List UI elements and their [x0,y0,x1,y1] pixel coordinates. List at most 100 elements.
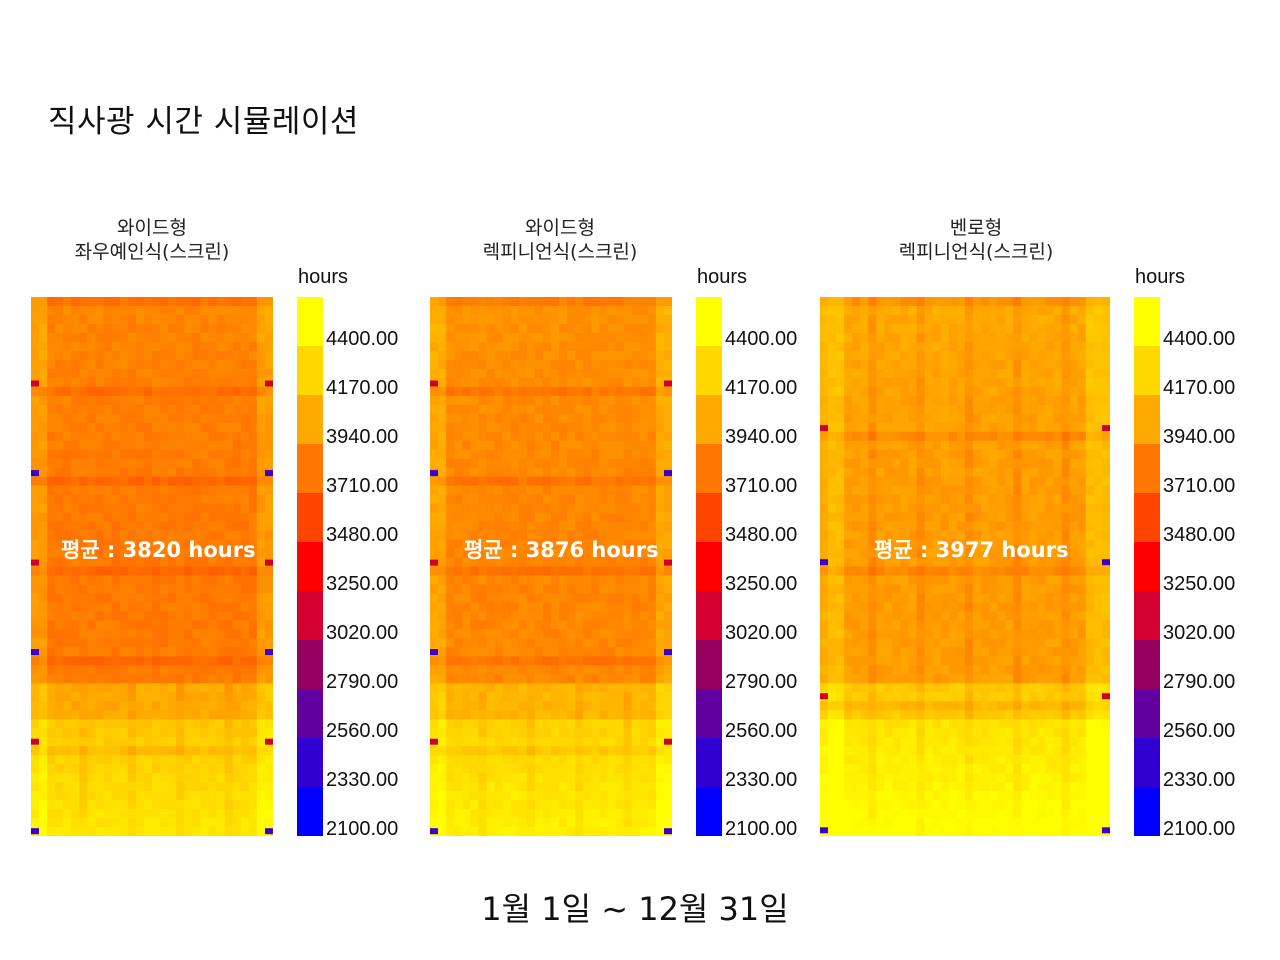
scale-band [696,738,722,787]
scale-band [696,346,722,395]
column-marker [430,470,438,477]
column-marker [1102,425,1110,432]
panel-3-average-label: 평균 : 3977 hours [874,538,1069,562]
heatmap-svg [820,297,1110,836]
scale-tick-label: 4170.00 [326,377,399,399]
scale-band [1134,640,1160,689]
column-marker [31,649,39,656]
scale-band [297,346,323,395]
column-marker [31,738,39,745]
scale-2-unit: hours [697,266,748,288]
scale-tick-label: 3480.00 [1163,524,1236,546]
column-marker [664,380,672,387]
scale-tick-label: 2100.00 [725,818,798,840]
scale-tick-label: 2330.00 [1163,769,1236,791]
column-marker [1102,693,1110,700]
panel-2-average-label: 평균 : 3876 hours [464,538,659,562]
panel-1-title: 와이드형 좌우예인식(스크린) [22,216,282,264]
heatmap-panel-1: 평균 : 3820 hours [31,297,273,836]
column-marker [265,649,273,656]
scale-band [297,395,323,444]
date-range-text: 1월 1일 ~ 12월 31일 [481,890,789,928]
color-scale-3 [1134,297,1160,836]
scale-tick-label: 3940.00 [1163,426,1236,448]
panel-2-title: 와이드형 렉피니언식(스크린) [430,216,690,264]
scale-band [297,493,323,542]
column-marker [430,738,438,745]
scale-band [297,542,323,591]
scale-band [1134,689,1160,738]
scale-band [696,297,722,346]
scale-tick-label: 2560.00 [326,720,399,742]
column-marker [664,738,672,745]
scale-tick-label: 4170.00 [725,377,798,399]
column-marker [820,559,828,566]
scale-band [696,787,722,836]
scale-tick-label: 3710.00 [1163,475,1236,497]
column-marker [664,559,672,566]
scale-band [696,493,722,542]
panel-3-title: 벤로형 렉피니언식(스크린) [846,216,1106,264]
column-marker [31,559,39,566]
panel-3-title-line2: 렉피니언식(스크린) [898,241,1054,263]
panel-2-title-line1: 와이드형 [525,217,595,239]
scale-tick-label: 2790.00 [725,671,798,693]
column-marker [265,738,273,745]
scale-tick-label: 3480.00 [725,524,798,546]
column-marker [31,380,39,387]
column-marker [265,470,273,477]
column-marker [430,828,438,835]
scale-band [297,640,323,689]
column-marker [430,559,438,566]
color-scale-2 [696,297,722,836]
scale-band [1134,738,1160,787]
scale-band [297,738,323,787]
panel-1-title-line2: 좌우예인식(스크린) [74,241,230,263]
scale-3-unit: hours [1135,266,1186,288]
scale-tick-label: 2560.00 [725,720,798,742]
scale-tick-label: 4400.00 [1163,328,1236,350]
scale-tick-label: 3710.00 [326,475,399,497]
scale-tick-label: 4400.00 [725,328,798,350]
scale-tick-label: 2790.00 [1163,671,1236,693]
scale-band [1134,297,1160,346]
scale-tick-label: 2100.00 [1163,818,1236,840]
column-marker [31,470,39,477]
scale-tick-label: 4170.00 [1163,377,1236,399]
scale-band [1134,493,1160,542]
scale-tick-label: 3710.00 [725,475,798,497]
scale-band [696,395,722,444]
column-marker [265,559,273,566]
scale-band [297,689,323,738]
heatmap-svg [430,297,672,836]
column-marker [265,828,273,835]
scale-band [696,591,722,640]
scale-1-unit: hours [298,266,349,288]
page-title: 직사광 시간 시뮬레이션 [48,104,359,140]
column-marker [664,649,672,656]
scale-band [297,591,323,640]
scale-tick-label: 2330.00 [725,769,798,791]
column-marker [430,649,438,656]
scale-tick-label: 2330.00 [326,769,399,791]
scale-tick-label: 3020.00 [326,622,399,644]
scale-band [1134,395,1160,444]
scale-band [1134,346,1160,395]
column-marker [1102,827,1110,834]
scale-tick-label: 3940.00 [326,426,399,448]
scale-band [696,640,722,689]
scale-band [1134,542,1160,591]
color-scale-1 [297,297,323,836]
scale-band [696,689,722,738]
panel-1-title-line1: 와이드형 [117,217,187,239]
scale-tick-label: 3020.00 [1163,622,1236,644]
scale-band [1134,591,1160,640]
heatmap-svg [31,297,273,836]
column-marker [664,828,672,835]
panel-2-title-line2: 렉피니언식(스크린) [482,241,638,263]
scale-tick-label: 3020.00 [725,622,798,644]
panel-1-average-label: 평균 : 3820 hours [61,538,256,562]
scale-band [297,787,323,836]
column-marker [265,380,273,387]
panel-3-title-line1: 벤로형 [949,217,1003,239]
